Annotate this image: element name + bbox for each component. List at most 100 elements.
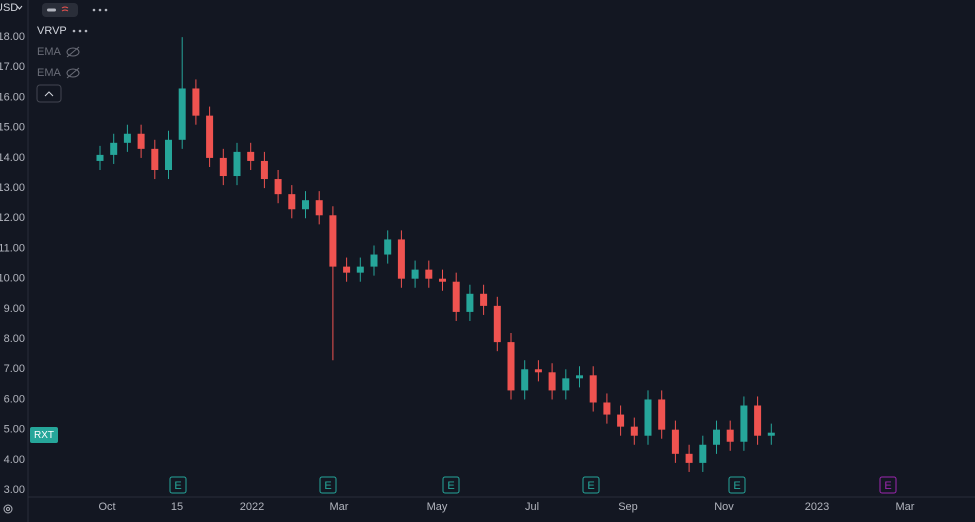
toggle[interactable] — [42, 3, 78, 17]
candle-body — [288, 194, 296, 210]
candle-body — [754, 405, 762, 436]
y-tick-label: 8.00 — [4, 333, 25, 345]
currency[interactable]: USD — [0, 2, 18, 14]
candle-body — [439, 278, 446, 282]
hidden-icon[interactable] — [66, 46, 80, 58]
earnings-label: E — [324, 480, 331, 492]
candle-body — [617, 414, 625, 427]
candle-body — [699, 444, 707, 463]
more-menu[interactable] — [72, 29, 88, 33]
candle-body — [767, 432, 775, 436]
candle-body — [178, 88, 186, 140]
y-tick-label: 11.00 — [0, 242, 25, 254]
earnings-marker[interactable] — [879, 476, 897, 494]
earnings-label: E — [884, 480, 891, 492]
y-tick-label: 9.00 — [4, 303, 25, 315]
candle-body — [576, 375, 583, 379]
y-tick-label: 14.00 — [0, 152, 25, 164]
x-tick-label: Mar — [896, 501, 915, 513]
toggle-icon — [47, 8, 56, 12]
candle-body — [726, 429, 734, 442]
toggle-icon — [61, 6, 69, 12]
candle-body — [151, 148, 159, 170]
x-tick-label: Jul — [525, 501, 539, 513]
x-tick-label: Oct — [98, 501, 115, 513]
earnings-marker[interactable] — [728, 476, 746, 494]
earnings-label: E — [587, 480, 594, 492]
symbol-tag — [30, 427, 58, 443]
candle-body — [713, 429, 720, 445]
earnings-label: E — [447, 480, 454, 492]
y-tick-label: 7.00 — [4, 363, 25, 375]
candle-body — [123, 133, 131, 143]
candle-body — [740, 405, 748, 442]
earnings-marker[interactable] — [582, 476, 600, 494]
x-tick-label: 2022 — [240, 501, 264, 513]
candle-body — [206, 115, 214, 158]
hidden-icon[interactable] — [66, 67, 80, 79]
candle-body — [137, 133, 145, 149]
candle-body — [302, 200, 309, 210]
y-tick-label: 6.00 — [4, 393, 25, 405]
candle-body — [548, 372, 556, 391]
candle-body — [397, 239, 405, 279]
candle-body — [603, 402, 611, 415]
y-tick-label: 12.00 — [0, 212, 25, 224]
candle-body — [521, 369, 529, 391]
candle-body — [274, 179, 282, 195]
candle-body — [425, 269, 433, 279]
collapse-icon — [44, 91, 54, 97]
candle-body — [534, 369, 542, 373]
more-menu[interactable] — [92, 8, 108, 12]
candle-body — [644, 399, 652, 436]
candle-body — [507, 342, 515, 391]
candle-body — [192, 88, 200, 116]
y-tick-label: 10.00 — [0, 273, 25, 285]
candle-body — [96, 154, 104, 161]
collapse-button[interactable] — [36, 84, 62, 103]
y-tick-label: 5.00 — [4, 424, 25, 436]
candle-body — [356, 266, 364, 273]
x-tick-label: Sep — [618, 501, 638, 513]
candle-body — [671, 429, 679, 454]
candle-body — [493, 305, 501, 343]
candle-body — [110, 142, 118, 155]
y-tick-label: 13.00 — [0, 182, 25, 194]
indicator[interactable]: EMA — [37, 67, 62, 79]
y-tick-label: 4.00 — [4, 454, 25, 466]
settings-icon[interactable] — [3, 504, 13, 514]
y-tick-label: 18.00 — [0, 31, 25, 43]
indicator[interactable]: EMA — [37, 46, 62, 58]
candle-body — [233, 151, 241, 177]
candle-body — [480, 293, 488, 306]
earnings-label: E — [174, 480, 181, 492]
earnings-marker[interactable] — [169, 476, 187, 494]
earnings-label: E — [733, 480, 740, 492]
y-tick-label: 15.00 — [0, 122, 25, 134]
earnings-marker[interactable] — [319, 476, 337, 494]
earnings-marker[interactable] — [442, 476, 460, 494]
candle-body — [384, 239, 392, 255]
candle-body — [329, 215, 337, 267]
x-tick-label: May — [427, 501, 448, 513]
currency-caret[interactable] — [16, 5, 23, 10]
candle-body — [658, 399, 666, 430]
candle-body — [452, 281, 460, 312]
candle-body — [165, 139, 172, 170]
candle-body — [589, 375, 597, 403]
candle-body — [685, 453, 693, 463]
candle-body — [247, 151, 255, 161]
indicator[interactable]: VRVP — [37, 25, 67, 37]
candle-body — [370, 254, 378, 267]
candle-body — [260, 160, 268, 180]
candle-body — [343, 266, 351, 273]
candle-body — [219, 157, 227, 177]
x-tick-label: 2023 — [805, 501, 829, 513]
y-tick-label: 16.00 — [0, 91, 25, 103]
candle-body — [562, 378, 570, 391]
candle-body — [315, 200, 323, 216]
x-tick-label: Nov — [714, 501, 734, 513]
y-tick-label: 17.00 — [0, 61, 25, 73]
